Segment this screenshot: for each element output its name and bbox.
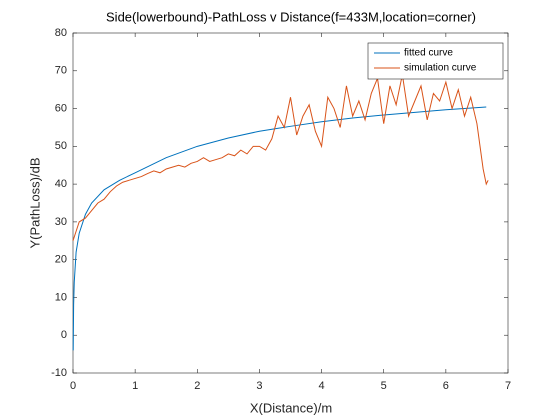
y-tick-label: 80 bbox=[55, 27, 67, 39]
data-line bbox=[72, 106, 487, 351]
y-tick-label: -10 bbox=[51, 367, 67, 379]
x-tick-label: 6 bbox=[443, 380, 449, 392]
data-line bbox=[72, 74, 489, 241]
x-axis-label: X(Distance)/m bbox=[250, 400, 332, 415]
x-tick-label: 0 bbox=[70, 380, 76, 392]
legend-box bbox=[367, 42, 504, 80]
x-tick-label: 2 bbox=[194, 380, 200, 392]
x-tick-label: 7 bbox=[505, 380, 511, 392]
y-tick-label: 50 bbox=[55, 140, 67, 152]
plot-area bbox=[72, 32, 509, 374]
y-tick-label: 60 bbox=[55, 102, 67, 114]
y-tick-label: 40 bbox=[55, 178, 67, 190]
x-tick-label: 5 bbox=[381, 380, 387, 392]
y-tick-label: 0 bbox=[61, 329, 67, 341]
x-tick-label: 4 bbox=[319, 380, 325, 392]
y-axis-label: Y(PathLoss)/dB bbox=[27, 157, 42, 248]
y-tick-label: 30 bbox=[55, 216, 67, 228]
y-tick-label: 20 bbox=[55, 254, 67, 266]
legend-text: fitted curve bbox=[404, 48, 453, 59]
x-tick-label: 3 bbox=[256, 380, 262, 392]
x-tick-label: 1 bbox=[132, 380, 138, 392]
y-tick-label: 10 bbox=[55, 291, 67, 303]
legend-text: simulation curve bbox=[404, 63, 477, 74]
chart-title: Side(lowerbound)-PathLoss v Distance(f=4… bbox=[106, 9, 476, 24]
y-tick-label: 70 bbox=[55, 65, 67, 77]
